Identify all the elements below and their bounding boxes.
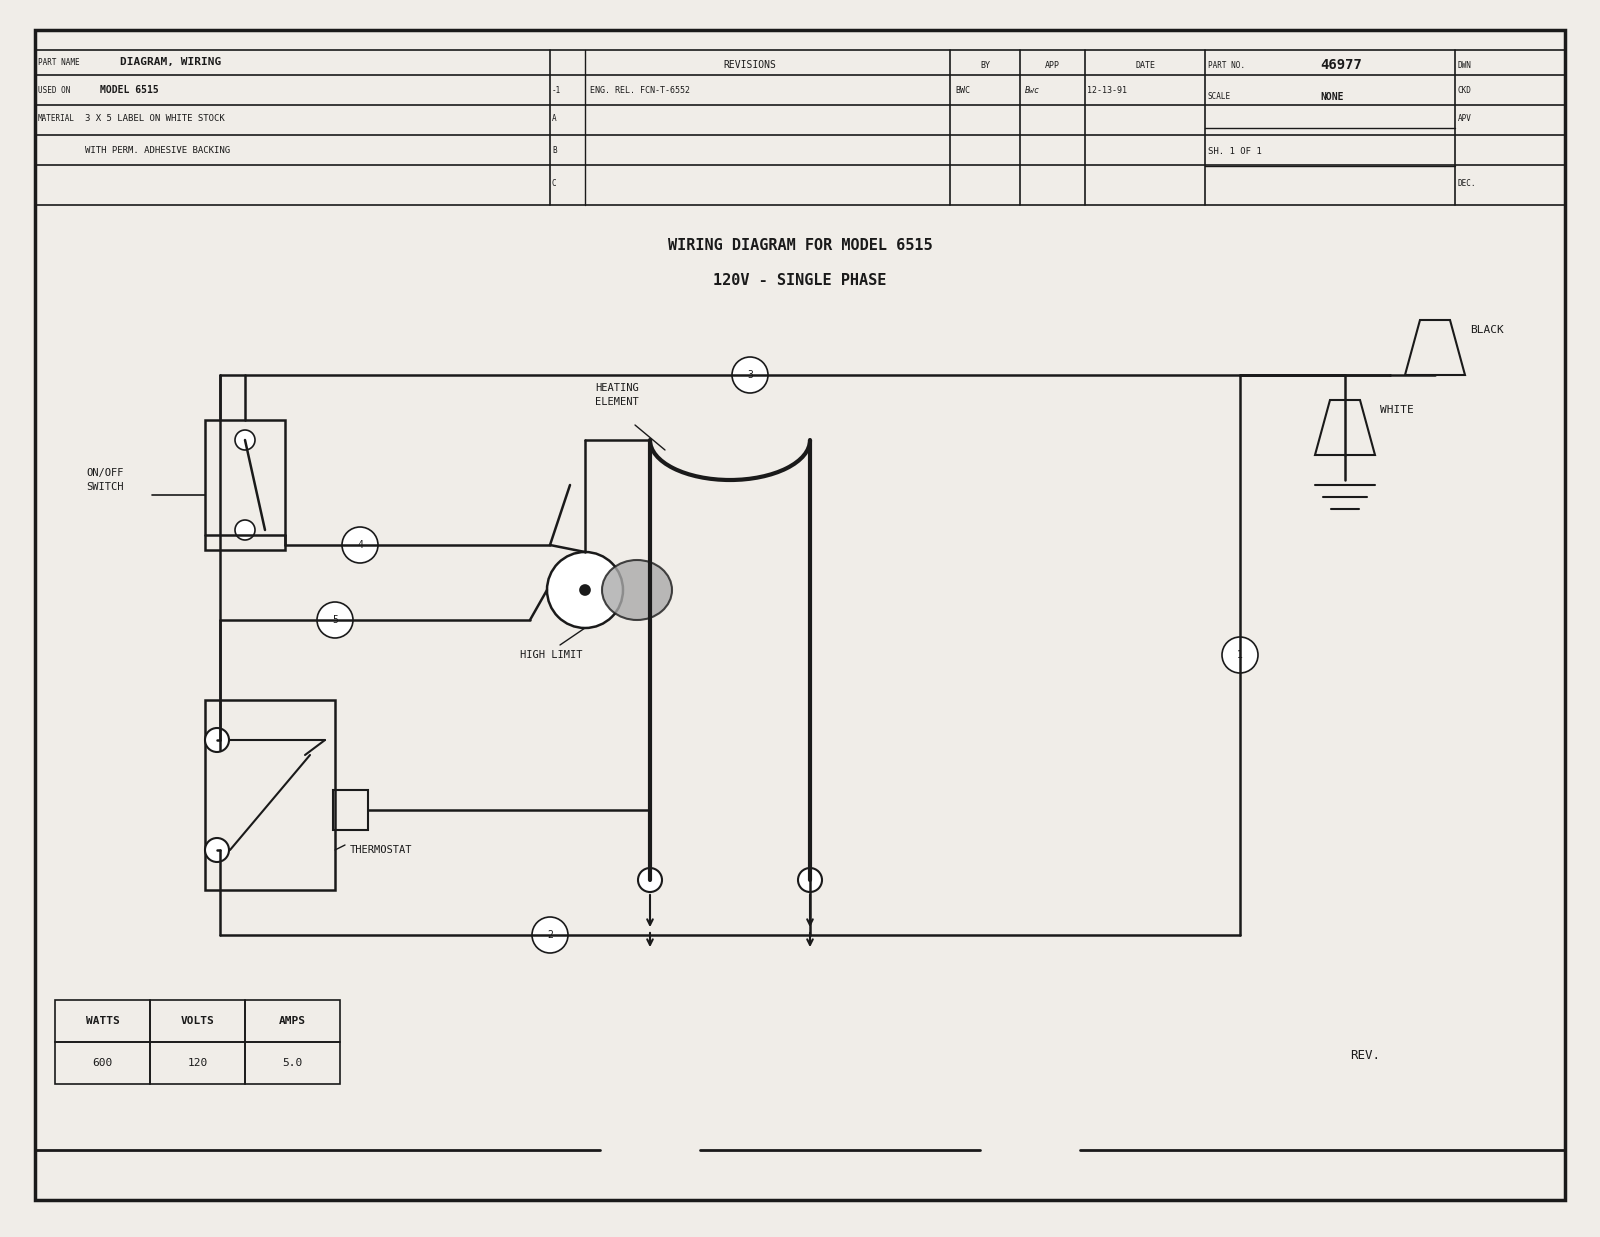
Text: B: B [552,146,557,155]
Circle shape [317,602,354,638]
Circle shape [235,520,254,541]
Text: CKD: CKD [1458,85,1472,94]
Text: BY: BY [979,61,990,69]
Text: 3: 3 [747,370,754,380]
Text: C: C [552,178,557,188]
Text: 5: 5 [333,615,338,625]
Bar [205,421,285,550]
Bar [54,1042,150,1084]
Text: 600: 600 [93,1058,112,1068]
Circle shape [579,585,590,595]
Text: SH. 1 OF 1: SH. 1 OF 1 [1208,147,1262,156]
Text: 3 X 5 LABEL ON WHITE STOCK: 3 X 5 LABEL ON WHITE STOCK [85,114,224,122]
Bar [333,790,368,830]
Text: DWN: DWN [1458,61,1472,69]
Text: MATERIAL: MATERIAL [38,114,75,122]
Text: REVISIONS: REVISIONS [723,61,776,71]
Circle shape [205,837,229,862]
Text: BWC: BWC [955,85,970,94]
Text: REV.: REV. [1350,1049,1379,1061]
Circle shape [235,430,254,450]
Text: A: A [552,114,557,122]
Text: NONE: NONE [1320,92,1344,101]
Text: 2: 2 [547,930,554,940]
Text: 120V - SINGLE PHASE: 120V - SINGLE PHASE [714,272,886,287]
Circle shape [205,729,229,752]
Text: ON/OFF
SWITCH: ON/OFF SWITCH [86,469,123,491]
Text: 120: 120 [187,1058,208,1068]
Text: DATE: DATE [1134,61,1155,69]
Text: HEATING
ELEMENT: HEATING ELEMENT [595,383,638,407]
Text: PART NO.: PART NO. [1208,61,1245,69]
Text: AMPS: AMPS [278,1016,306,1025]
Text: APP: APP [1045,61,1059,69]
Text: Bwc: Bwc [1026,85,1040,94]
Text: PART NAME: PART NAME [38,57,80,67]
Text: WATTS: WATTS [86,1016,120,1025]
Text: 1: 1 [1237,649,1243,661]
Text: WHITE: WHITE [1379,404,1414,414]
Text: ENG. REL. FCN-T-6552: ENG. REL. FCN-T-6552 [590,85,690,94]
Text: -1: -1 [552,85,562,94]
Circle shape [342,527,378,563]
Text: 5.0: 5.0 [282,1058,302,1068]
Ellipse shape [602,560,672,620]
Circle shape [798,868,822,892]
Circle shape [1222,637,1258,673]
Circle shape [733,357,768,393]
Text: 12-13-91: 12-13-91 [1086,85,1126,94]
Text: DIAGRAM, WIRING: DIAGRAM, WIRING [120,57,221,67]
Circle shape [531,917,568,952]
Wedge shape [579,536,626,644]
Text: THERMOSTAT: THERMOSTAT [350,845,413,855]
Circle shape [638,868,662,892]
Bar [54,999,150,1042]
Bar [205,700,334,889]
Bar [245,1042,341,1084]
Circle shape [547,552,622,628]
Text: HIGH LIMIT: HIGH LIMIT [520,649,582,661]
Text: USED ON: USED ON [38,85,70,94]
Text: DEC.: DEC. [1458,178,1477,188]
Text: 4: 4 [357,541,363,550]
Text: WIRING DIAGRAM FOR MODEL 6515: WIRING DIAGRAM FOR MODEL 6515 [667,238,933,252]
Text: SCALE: SCALE [1208,93,1230,101]
Bar [150,1042,245,1084]
Text: 46977: 46977 [1320,58,1362,72]
Text: BLACK: BLACK [1470,325,1504,335]
Text: MODEL 6515: MODEL 6515 [99,85,158,95]
Text: APV: APV [1458,114,1472,122]
Bar [150,999,245,1042]
Bar [245,999,341,1042]
Text: WITH PERM. ADHESIVE BACKING: WITH PERM. ADHESIVE BACKING [85,146,230,155]
Text: VOLTS: VOLTS [181,1016,214,1025]
